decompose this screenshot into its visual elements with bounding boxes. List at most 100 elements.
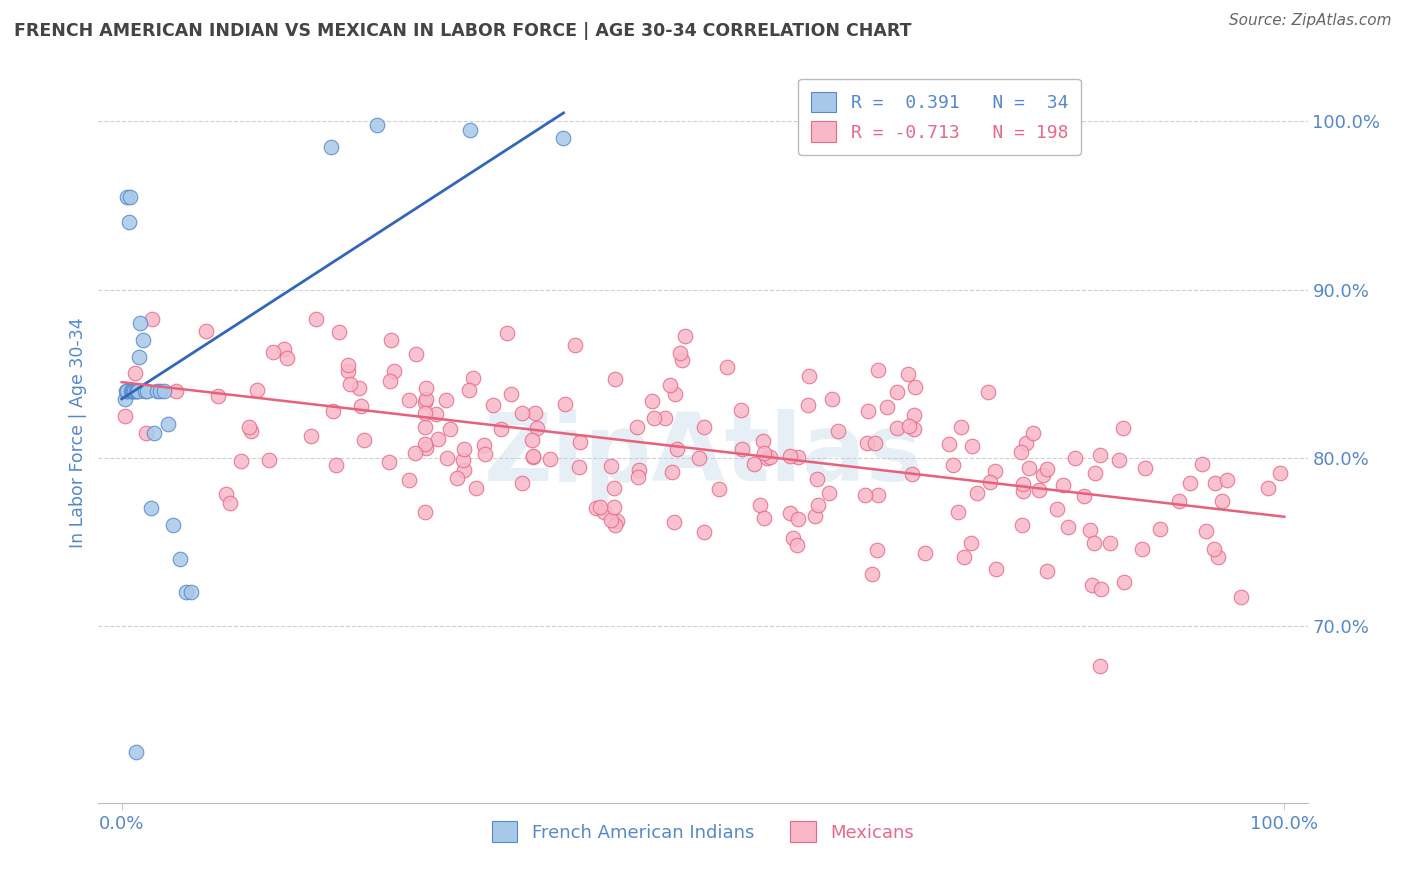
Point <box>460 122 482 136</box>
Point <box>585 500 607 515</box>
Point <box>128 350 150 364</box>
Point <box>239 424 262 438</box>
Point <box>115 384 138 398</box>
Point <box>1133 461 1156 475</box>
Point <box>328 325 350 339</box>
Point <box>472 438 495 452</box>
Point <box>554 397 576 411</box>
Point <box>1230 591 1253 605</box>
Point <box>124 384 146 398</box>
Y-axis label: In Labor Force | Age 30-34: In Labor Force | Age 30-34 <box>69 318 87 548</box>
Point <box>866 542 889 557</box>
Point <box>1090 448 1112 462</box>
Point <box>786 511 808 525</box>
Point <box>501 387 523 401</box>
Point <box>1056 519 1078 533</box>
Point <box>129 316 152 330</box>
Point <box>901 467 924 482</box>
Point <box>415 392 437 406</box>
Point <box>806 472 828 486</box>
Point <box>786 450 808 465</box>
Point <box>405 347 427 361</box>
Point <box>799 368 821 383</box>
Point <box>903 422 925 436</box>
Point <box>350 400 373 414</box>
Point <box>380 333 402 347</box>
Point <box>404 446 426 460</box>
Point <box>603 517 626 532</box>
Point <box>966 485 988 500</box>
Point <box>1080 578 1102 592</box>
Point <box>643 410 665 425</box>
Point <box>195 324 218 338</box>
Point <box>938 437 960 451</box>
Point <box>246 383 269 397</box>
Point <box>299 429 322 443</box>
Point <box>673 329 696 343</box>
Point <box>786 537 808 551</box>
Point <box>1012 477 1035 491</box>
Point <box>122 384 145 398</box>
Point <box>1036 564 1059 578</box>
Point <box>259 452 281 467</box>
Point <box>413 436 436 450</box>
Point <box>1204 476 1226 491</box>
Point <box>496 326 519 341</box>
Point <box>339 376 361 391</box>
Point <box>896 368 918 382</box>
Point <box>914 546 936 560</box>
Point <box>1084 466 1107 480</box>
Point <box>659 378 682 392</box>
Text: ZipAtlas: ZipAtlas <box>484 409 922 500</box>
Point <box>821 392 844 406</box>
Point <box>1046 502 1069 516</box>
Point <box>238 420 260 434</box>
Point <box>752 434 775 449</box>
Point <box>758 450 780 464</box>
Point <box>603 372 626 386</box>
Point <box>461 371 484 385</box>
Point <box>162 518 184 533</box>
Point <box>688 450 710 465</box>
Point <box>378 374 401 388</box>
Point <box>976 385 998 400</box>
Point <box>124 366 146 380</box>
Point <box>149 384 172 398</box>
Point <box>779 449 801 463</box>
Point <box>1191 458 1213 472</box>
Point <box>510 406 533 420</box>
Point <box>336 364 359 378</box>
Point <box>143 425 166 440</box>
Point <box>1021 426 1043 441</box>
Point <box>489 421 512 435</box>
Point <box>744 458 766 472</box>
Point <box>398 393 420 408</box>
Point <box>305 311 328 326</box>
Point <box>752 511 775 525</box>
Point <box>1168 493 1191 508</box>
Point <box>273 342 295 356</box>
Point <box>1216 473 1239 487</box>
Point <box>627 463 650 477</box>
Point <box>439 422 461 436</box>
Point <box>641 394 664 409</box>
Point <box>465 481 488 495</box>
Point <box>523 406 546 420</box>
Point <box>1028 483 1050 497</box>
Point <box>856 403 879 417</box>
Point <box>1078 524 1101 538</box>
Point <box>627 469 650 483</box>
Point <box>319 139 342 153</box>
Point <box>860 567 883 582</box>
Point <box>1090 582 1112 596</box>
Point <box>876 401 898 415</box>
Point <box>118 190 141 204</box>
Point <box>886 384 908 399</box>
Point <box>510 476 533 491</box>
Point <box>716 360 738 375</box>
Point <box>984 562 1007 576</box>
Point <box>779 506 801 520</box>
Point <box>134 426 156 441</box>
Point <box>904 380 927 394</box>
Point <box>219 496 242 510</box>
